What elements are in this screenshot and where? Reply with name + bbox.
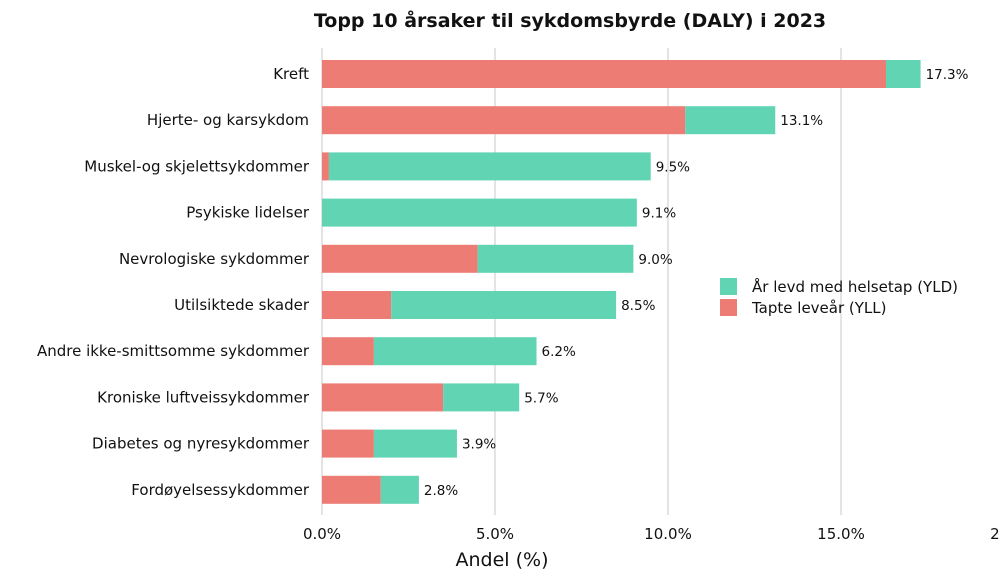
x-axis-ticks: 0.0% 5.0% 10.0% 15.0% 20.0% [303, 525, 1000, 543]
value-labels: 17.3% 13.1% 9.5% 9.1% 9.0% 8.5% 6.2% 5.7% 3.9% 2.… [424, 67, 969, 499]
category-label: Andre ikke-smittsomme sykdommer [37, 342, 310, 360]
bar-yll [322, 383, 444, 412]
bar-yll [322, 475, 381, 504]
value-label: 2.8% [424, 483, 458, 499]
bar-yll [322, 337, 374, 366]
x-tick-label: 5.0% [476, 525, 514, 543]
value-label: 5.7% [524, 390, 558, 406]
bar-yld [685, 106, 776, 135]
x-tick-label: 10.0% [644, 525, 692, 543]
bar-yld [443, 383, 520, 412]
bar-yll [322, 60, 886, 88]
legend: År levd med helsetap (YLD) Tapte leveår (… [720, 277, 958, 317]
bar-yld [391, 291, 617, 319]
bar-yld [373, 429, 457, 458]
bars [322, 60, 921, 504]
value-label: 13.1% [780, 113, 823, 129]
value-label: 8.5% [621, 298, 655, 314]
x-tick-label: 15.0% [817, 525, 865, 543]
value-label: 9.1% [642, 206, 676, 222]
value-label: 6.2% [542, 344, 576, 360]
legend-swatch [720, 299, 737, 316]
category-label: Hjerte- og karsykdom [147, 111, 309, 129]
value-label: 3.9% [462, 437, 496, 453]
category-label: Muskel-og skjelettsykdommer [84, 157, 310, 175]
bar-yll [322, 244, 478, 273]
bar-yld [373, 337, 537, 366]
category-label: Nevrologiske sykdommer [119, 250, 310, 268]
bar-yll [322, 106, 686, 135]
bar-yll [322, 152, 329, 181]
bar-yld [322, 198, 637, 227]
x-axis-label: Andel (%) [456, 549, 549, 571]
value-label: 9.0% [638, 252, 672, 268]
value-label: 17.3% [926, 67, 969, 83]
bar-yll [322, 429, 374, 458]
value-label: 9.5% [656, 159, 690, 175]
bar-yld [885, 60, 921, 88]
legend-label: Tapte leveår (YLL) [751, 299, 886, 317]
category-label: Kreft [273, 65, 309, 83]
bar-yld [477, 244, 634, 273]
chart-title: Topp 10 årsaker til sykdomsbyrde (DALY) … [314, 8, 826, 32]
category-labels: Kreft Hjerte- og karsykdom Muskel-og skjel… [37, 65, 310, 499]
category-label: Kroniske luftveissykdommer [97, 388, 310, 406]
category-label: Psykiske lidelser [186, 204, 310, 222]
legend-label: År levd med helsetap (YLD) [752, 277, 958, 296]
category-label: Diabetes og nyresykdommer [92, 435, 310, 453]
bar-yld [328, 152, 651, 181]
bar-yll [322, 291, 392, 319]
x-tick-label: 20.0% [990, 525, 1000, 543]
category-label: Utilsiktede skader [174, 296, 310, 314]
category-label: Fordøyelsessykdommer [131, 481, 310, 499]
x-tick-label: 0.0% [303, 525, 341, 543]
bar-yld [380, 475, 419, 504]
legend-swatch [720, 278, 737, 295]
